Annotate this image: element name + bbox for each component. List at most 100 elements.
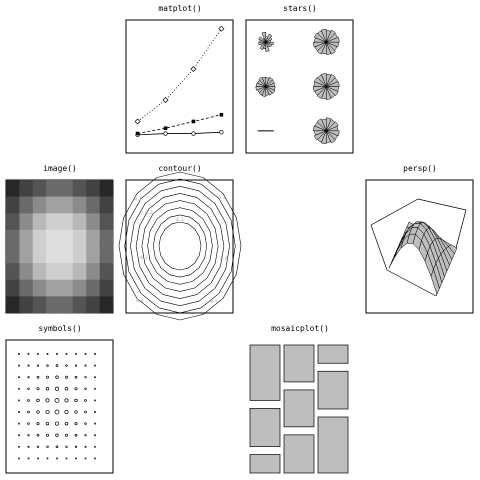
star-segment	[265, 86, 276, 91]
star-segment	[313, 130, 327, 141]
star-segment	[326, 130, 340, 137]
symbol-circle	[74, 433, 78, 437]
symbol-circle	[94, 445, 96, 448]
image-cell	[19, 213, 34, 231]
symbol-circle	[18, 364, 20, 367]
image-cell	[46, 213, 60, 231]
symbol-circle	[65, 375, 68, 379]
symbol-circle	[46, 457, 49, 460]
symbol-circle	[84, 434, 87, 437]
symbol-circle	[94, 399, 96, 402]
image-cell	[99, 263, 114, 281]
matplot-point	[162, 96, 169, 103]
symbol-circle	[27, 434, 30, 437]
symbol-circle	[65, 457, 68, 460]
symbol-circle	[94, 411, 96, 413]
image-cell	[86, 279, 100, 297]
symbol-circle	[64, 398, 69, 403]
symbol-circle	[18, 422, 20, 425]
symbol-circle	[46, 433, 49, 437]
image-cell	[99, 229, 114, 247]
symbol-circle	[54, 386, 60, 391]
symbol-circle	[74, 398, 78, 403]
symbol-circle	[45, 398, 50, 403]
symbol-circle	[27, 399, 30, 402]
image-cell	[59, 180, 74, 197]
contour-label: 0.8	[220, 256, 228, 261]
image-cell	[72, 196, 87, 214]
symbol-circle	[18, 434, 20, 437]
symbol-circle	[18, 457, 20, 460]
symbol-circle	[36, 375, 40, 379]
image-cell	[46, 296, 60, 314]
image-cell	[32, 279, 47, 297]
symbol-circle	[36, 410, 40, 414]
contour-line	[118, 171, 242, 321]
mosaic-tile	[317, 370, 349, 410]
image-cell	[19, 196, 34, 214]
symbol-circle	[74, 410, 78, 414]
image-cell	[72, 229, 87, 247]
image-cell	[72, 180, 87, 197]
star-segment	[265, 76, 274, 87]
image-cell	[59, 196, 74, 214]
symbol-circle	[55, 364, 59, 367]
contour-label: 0.6	[136, 298, 144, 303]
symbol-circle	[27, 445, 30, 448]
star-segment	[258, 76, 266, 87]
matplot-point	[219, 130, 224, 135]
image-cell	[32, 180, 47, 197]
star-segment	[312, 125, 327, 132]
image-cell	[6, 213, 20, 231]
symbol-circle	[65, 353, 68, 355]
symbol-circle	[37, 457, 39, 460]
symbol-circle	[46, 353, 49, 355]
image-cell	[6, 246, 20, 264]
symbol-circle	[45, 387, 50, 391]
symbol-circle	[94, 353, 96, 355]
persp-box-back	[370, 198, 467, 226]
symbols-plot	[18, 353, 96, 460]
symbol-circle	[84, 422, 87, 425]
symbol-circle	[46, 364, 49, 367]
image-cell	[32, 213, 47, 231]
symbol-circle	[37, 353, 39, 355]
image-cell	[99, 196, 114, 214]
star-segment	[316, 86, 327, 99]
symbol-circle	[54, 398, 60, 403]
symbol-circle	[46, 445, 49, 449]
star-segment	[265, 33, 273, 43]
star-segment	[313, 32, 327, 43]
image-cell	[86, 213, 100, 231]
image-cell	[86, 180, 100, 197]
symbol-circle	[65, 364, 68, 367]
title-persp: persp()	[403, 164, 437, 173]
mosaic-tile	[249, 408, 281, 447]
image-cell	[46, 229, 60, 247]
symbol-circle	[27, 364, 30, 367]
symbol-circle	[18, 353, 20, 355]
symbol-circle	[84, 387, 87, 391]
image-cell	[99, 213, 114, 231]
matplot-series-line	[137, 114, 222, 134]
image-cell	[72, 246, 87, 264]
matplot-series-line	[137, 28, 222, 122]
symbol-circle	[36, 387, 40, 391]
image-cell	[72, 296, 87, 314]
matplot-series-line	[137, 131, 222, 136]
image-cell	[6, 279, 20, 297]
contour-line	[130, 185, 230, 307]
symbol-circle	[36, 422, 40, 426]
title-stars: stars()	[283, 4, 317, 13]
symbol-circle	[74, 364, 78, 367]
image-cell	[86, 263, 100, 281]
matplot-point	[134, 118, 141, 125]
matplot-point	[219, 112, 224, 117]
image-cell	[72, 213, 87, 231]
star-segment	[265, 86, 276, 94]
matplot-point	[135, 131, 140, 136]
title-contour: contour()	[158, 164, 201, 173]
image-cell	[59, 263, 74, 281]
image-cell	[6, 180, 20, 197]
